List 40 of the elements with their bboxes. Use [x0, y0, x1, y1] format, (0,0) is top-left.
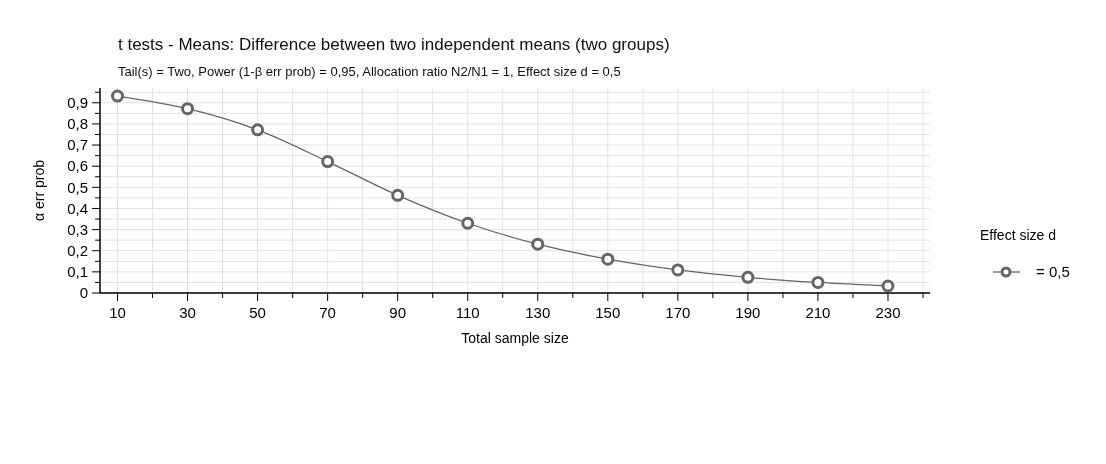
point	[811, 275, 825, 289]
y-tick-label: 0,7	[67, 136, 88, 154]
y-tick-label: 0	[79, 284, 88, 302]
x-tick-label: 190	[735, 304, 761, 321]
chart-subtitle: Tail(s) = Two, Power (1-β err prob) = 0,95, Allocation ratio N2/N1 = 1, Effect size d = 0,5	[118, 64, 621, 79]
point	[531, 237, 545, 251]
point	[181, 102, 195, 116]
x-tick-label: 150	[595, 304, 621, 321]
x-tick-label: 130	[525, 304, 551, 321]
y-tick-label: 0,2	[67, 241, 88, 259]
x-tick-label: 210	[805, 304, 831, 321]
y-axis-title: α err prob	[31, 159, 47, 222]
legend-title: Effect size d	[980, 227, 1057, 243]
y-tick-label: 0,8	[67, 115, 88, 133]
y-tick-label: 0,9	[67, 94, 88, 112]
x-tick-label: 230	[875, 304, 901, 321]
point	[321, 155, 335, 169]
x-tick-label: 10	[109, 304, 126, 321]
y-tick-label: 0,6	[67, 157, 88, 175]
y-tick-label: 0,4	[67, 199, 88, 217]
x-tick-label: 70	[319, 304, 336, 321]
y-tick-label: 0,1	[67, 263, 88, 281]
point	[881, 279, 895, 293]
point	[251, 123, 265, 137]
point	[741, 270, 755, 284]
legend-label: = 0,5	[1036, 263, 1070, 281]
x-tick-label: 110	[455, 304, 480, 321]
y-tick-label: 0,3	[67, 220, 88, 238]
x-tick-label: 50	[249, 304, 266, 321]
y-tick-label: 0,5	[67, 178, 88, 196]
x-tick-label: 90	[389, 304, 407, 321]
point	[111, 89, 125, 103]
x-tick-label: 30	[179, 304, 196, 321]
point	[671, 263, 685, 277]
point	[391, 188, 405, 202]
chart-title: t tests - Means: Difference between two independent means (two groups)	[118, 35, 670, 54]
point	[461, 216, 475, 230]
x-axis-title: Total sample size	[461, 330, 569, 346]
point	[601, 252, 615, 266]
x-tick-label: 170	[665, 304, 691, 321]
